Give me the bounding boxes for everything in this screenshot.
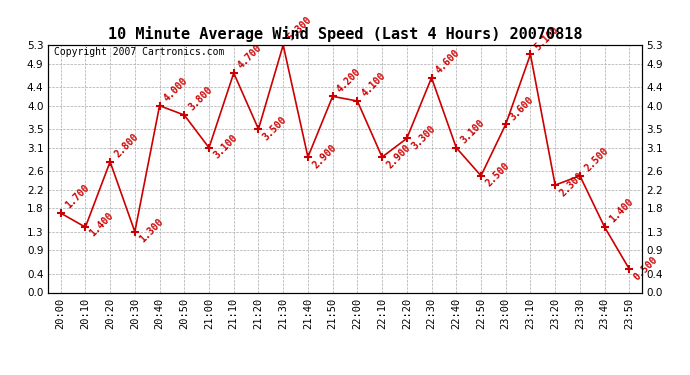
Text: 2.800: 2.800	[112, 132, 141, 159]
Text: 1.400: 1.400	[88, 211, 116, 239]
Text: 3.300: 3.300	[409, 124, 437, 152]
Text: Copyright 2007 Cartronics.com: Copyright 2007 Cartronics.com	[55, 48, 225, 57]
Text: 5.300: 5.300	[286, 15, 313, 43]
Text: 4.600: 4.600	[434, 48, 462, 75]
Text: 1.400: 1.400	[607, 197, 635, 225]
Text: 4.700: 4.700	[236, 43, 264, 70]
Text: 2.500: 2.500	[484, 161, 511, 189]
Text: 0.500: 0.500	[632, 254, 660, 282]
Text: 1.700: 1.700	[63, 183, 91, 211]
Text: 5.100: 5.100	[533, 24, 561, 52]
Text: 2.500: 2.500	[582, 146, 610, 173]
Text: 3.600: 3.600	[509, 94, 536, 122]
Text: 4.100: 4.100	[360, 71, 388, 99]
Text: 3.500: 3.500	[261, 114, 289, 142]
Text: 3.100: 3.100	[459, 117, 486, 146]
Text: 3.100: 3.100	[212, 133, 239, 161]
Text: 2.900: 2.900	[384, 142, 413, 170]
Title: 10 Minute Average Wind Speed (Last 4 Hours) 20070818: 10 Minute Average Wind Speed (Last 4 Hou…	[108, 27, 582, 42]
Text: 4.200: 4.200	[335, 66, 363, 94]
Text: 2.300: 2.300	[558, 170, 586, 198]
Text: 4.000: 4.000	[162, 75, 190, 104]
Text: 2.900: 2.900	[310, 142, 338, 170]
Text: 1.300: 1.300	[137, 217, 165, 245]
Text: 3.800: 3.800	[187, 85, 215, 113]
